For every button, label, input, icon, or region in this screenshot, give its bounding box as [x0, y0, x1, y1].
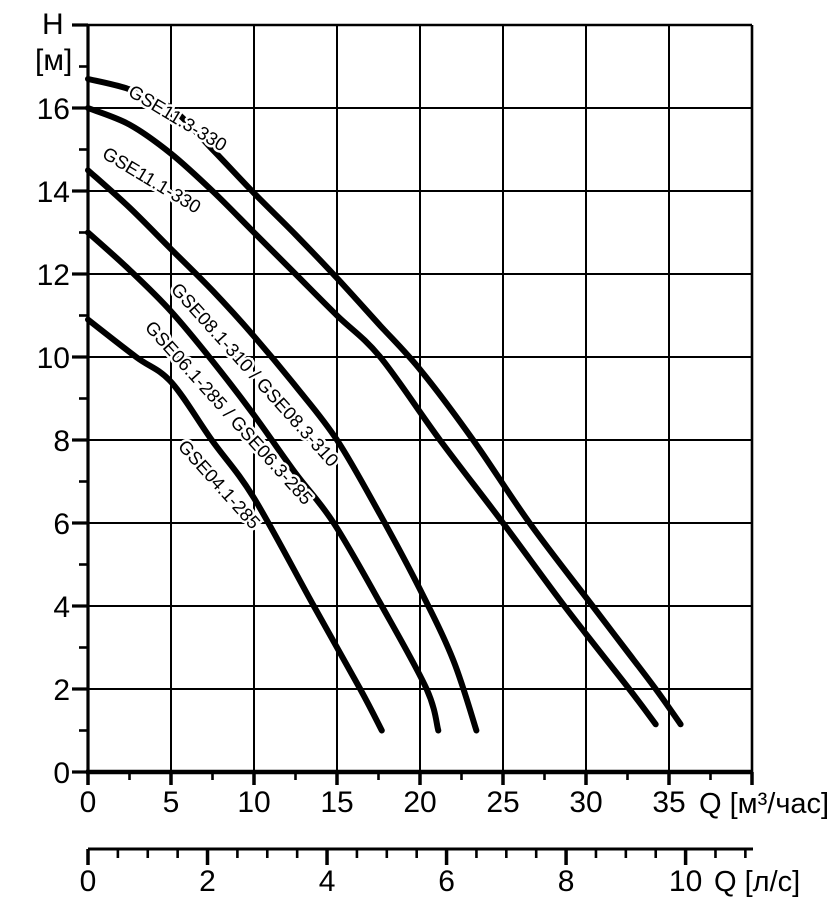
secondary-axis: 0 2 4 6 8 10	[80, 847, 753, 898]
x-axis-secondary-title: Q [л/с]	[714, 866, 801, 898]
y-ticks	[72, 23, 88, 774]
y-tick-label: 6	[53, 508, 70, 541]
x-ticks	[86, 772, 754, 785]
x-tick-label: 30	[569, 786, 602, 819]
y-axis-title-unit: [м]	[35, 44, 73, 77]
secondary-tick-label: 10	[669, 865, 702, 898]
secondary-tick-label: 8	[558, 865, 575, 898]
x-tick-label: 0	[80, 786, 97, 819]
curve-gse08.1-310-gse08.3-310	[85, 167, 480, 734]
x-tick-label: 25	[486, 786, 519, 819]
y-tick-label: 16	[37, 93, 70, 126]
x-tick-label: 35	[652, 786, 685, 819]
y-tick-label: 4	[53, 591, 70, 624]
x-tick-label: 20	[403, 786, 436, 819]
curve-label: GSE11.1-330	[99, 142, 205, 217]
curve-gse11.3-330	[85, 76, 684, 728]
x-tick-labels: 0 5 10 15 20 25 30 35	[80, 786, 686, 819]
secondary-tick-label: 4	[319, 865, 336, 898]
y-tick-label: 10	[37, 342, 70, 375]
y-axis-title-symbol: H	[42, 8, 64, 41]
y-tick-labels: 0 2 4 6 8 10 12 14 16	[37, 93, 70, 790]
y-tick-label: 2	[53, 674, 70, 707]
x-tick-label: 5	[163, 786, 180, 819]
curve-label: GSE11.3-330	[125, 80, 231, 155]
curve-gse06.1-285-gse06.3-285	[85, 229, 442, 734]
y-tick-label: 14	[37, 176, 70, 209]
secondary-tick-label: 2	[199, 865, 216, 898]
curves	[85, 76, 684, 734]
x-tick-label: 15	[320, 786, 353, 819]
curve-gse04.1-285	[85, 316, 385, 734]
x-axis-primary-title: Q [м³/час]	[699, 788, 830, 820]
y-tick-label: 12	[37, 259, 70, 292]
y-tick-label: 0	[53, 757, 70, 790]
y-tick-label: 8	[53, 425, 70, 458]
curve-gse11.1-330	[85, 105, 659, 728]
secondary-tick-label: 6	[438, 865, 455, 898]
gridlines	[88, 23, 754, 772]
secondary-tick-label: 0	[80, 865, 97, 898]
x-tick-label: 10	[237, 786, 270, 819]
